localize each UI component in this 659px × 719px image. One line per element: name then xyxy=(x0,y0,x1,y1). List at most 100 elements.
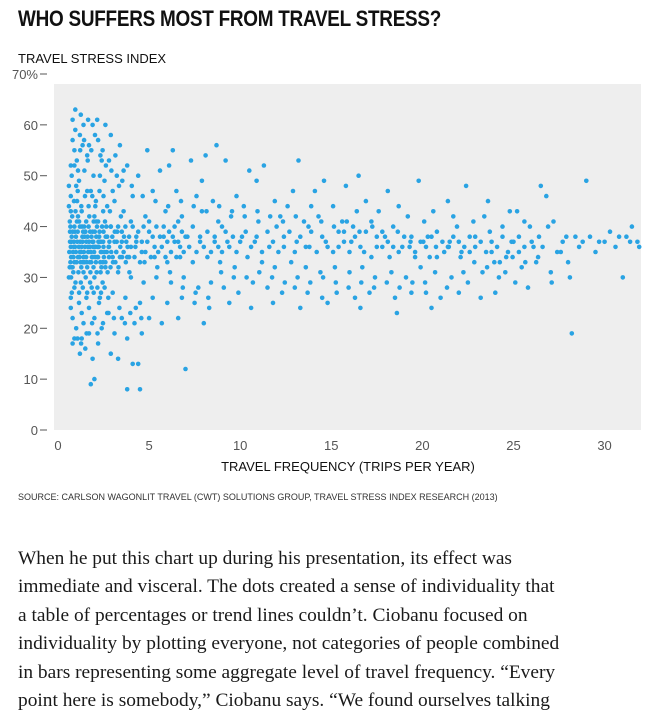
data-point xyxy=(367,290,372,295)
data-point xyxy=(204,209,209,214)
data-point xyxy=(69,214,75,219)
data-point xyxy=(613,244,618,250)
data-point xyxy=(281,244,287,250)
data-point xyxy=(92,244,97,250)
data-point xyxy=(434,229,440,234)
data-point xyxy=(122,320,128,326)
data-point xyxy=(412,254,418,260)
data-point xyxy=(99,265,104,270)
data-point xyxy=(78,249,84,255)
data-point xyxy=(356,173,361,178)
data-point xyxy=(142,259,147,265)
data-point xyxy=(540,244,545,250)
data-point xyxy=(380,229,385,234)
data-point xyxy=(392,295,398,301)
data-point xyxy=(523,259,528,265)
data-point xyxy=(70,117,75,123)
data-point xyxy=(77,132,83,138)
data-point xyxy=(462,244,467,250)
data-point xyxy=(409,234,414,239)
data-point xyxy=(494,244,500,250)
data-point xyxy=(124,163,130,168)
data-point xyxy=(78,259,83,265)
data-point xyxy=(110,290,115,295)
scatter-chart: 0 10 20 30 40 50 60 70% 0 5 10 15 20 25 30 TRAVEL FRE… xyxy=(12,67,642,474)
data-point xyxy=(370,224,375,229)
y-tick-label: 10 xyxy=(24,372,38,387)
data-point xyxy=(85,117,91,123)
data-point xyxy=(257,270,262,275)
data-point xyxy=(334,290,340,295)
data-point xyxy=(190,224,196,229)
data-point xyxy=(478,239,484,245)
data-point xyxy=(485,198,491,204)
data-point xyxy=(210,198,216,204)
data-point xyxy=(67,219,73,224)
data-point xyxy=(194,193,199,199)
data-point xyxy=(116,265,121,270)
data-point xyxy=(94,117,100,123)
data-point xyxy=(146,219,152,224)
data-point xyxy=(75,229,80,234)
data-point xyxy=(150,188,155,194)
data-point xyxy=(584,178,589,184)
data-point xyxy=(119,239,125,245)
data-point xyxy=(181,275,186,280)
data-point xyxy=(69,173,74,178)
data-point xyxy=(92,275,97,280)
data-point xyxy=(101,244,106,250)
data-point xyxy=(179,229,185,234)
data-point xyxy=(219,249,225,255)
data-point xyxy=(349,239,354,245)
data-point xyxy=(467,249,473,255)
data-point xyxy=(274,224,279,229)
data-point xyxy=(236,290,241,295)
data-point xyxy=(112,331,117,336)
data-point xyxy=(99,249,104,255)
data-point xyxy=(287,229,292,234)
data-point xyxy=(205,229,210,234)
data-point xyxy=(81,270,86,275)
data-point xyxy=(90,356,95,362)
data-point xyxy=(341,239,347,245)
y-tick-label: 60 xyxy=(24,118,38,133)
data-point xyxy=(445,244,451,250)
data-point xyxy=(254,178,259,184)
data-point xyxy=(279,290,285,295)
data-point xyxy=(201,244,207,250)
data-point xyxy=(290,188,296,194)
data-point xyxy=(146,315,152,321)
data-point xyxy=(139,315,144,321)
data-point xyxy=(232,265,237,270)
data-point xyxy=(86,142,92,148)
data-point xyxy=(88,188,94,194)
data-point xyxy=(459,249,464,255)
data-point xyxy=(596,239,602,245)
data-point xyxy=(346,285,351,290)
data-point xyxy=(137,387,143,392)
data-point xyxy=(292,285,298,290)
data-point xyxy=(483,249,489,255)
data-point xyxy=(205,254,210,260)
data-point xyxy=(230,234,236,239)
data-point xyxy=(330,203,336,209)
data-point xyxy=(137,259,143,265)
data-point xyxy=(319,219,324,224)
data-point xyxy=(112,239,117,245)
data-point xyxy=(303,244,309,250)
data-point xyxy=(72,148,77,153)
data-point xyxy=(75,239,80,245)
chart-title: WHO SUFFERS MOST FROM TRAVEL STRESS? xyxy=(18,6,442,31)
data-point xyxy=(308,229,314,234)
data-point xyxy=(505,249,511,255)
data-point xyxy=(331,224,337,229)
x-axis-title: TRAVEL FREQUENCY (TRIPS PER YEAR) xyxy=(221,459,475,474)
data-point xyxy=(256,219,261,224)
data-point xyxy=(75,188,80,194)
data-point xyxy=(243,229,248,234)
data-point xyxy=(110,188,115,194)
data-point xyxy=(587,234,593,239)
data-point xyxy=(132,254,137,260)
data-point xyxy=(564,234,569,239)
data-point xyxy=(363,229,369,234)
